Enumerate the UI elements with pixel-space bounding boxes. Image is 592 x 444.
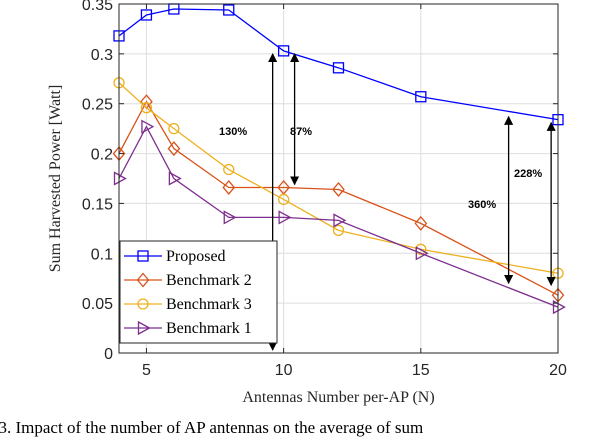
data-point-benchmark-3 — [277, 193, 290, 206]
data-point-proposed — [223, 4, 235, 16]
data-point-proposed — [332, 62, 345, 74]
data-point-benchmark-2 — [414, 215, 428, 231]
annotation-label: 360% — [468, 199, 496, 211]
data-point-benchmark-1 — [223, 210, 237, 225]
series-line-proposed — [118, 8, 559, 121]
data-point-benchmark-1 — [141, 119, 155, 134]
annotation-label: 130% — [219, 126, 247, 138]
legend-label-benchmark-2: Benchmark 2 — [166, 272, 252, 289]
data-point-benchmark-2 — [332, 181, 345, 197]
data-point-benchmark-3 — [140, 102, 153, 114]
y-tick-label: 0.2 — [91, 147, 113, 164]
legend-marker-benchmark-2 — [136, 272, 150, 288]
ticks: 5 10 15 20 0 0.05 0.1 0.15 0.2 0.25 0.3 0.35 — [82, 0, 567, 379]
y-tick-label: 0 — [104, 346, 113, 363]
x-tick-label: 5 — [142, 362, 151, 379]
legend-marker-benchmark-1 — [137, 320, 151, 336]
legend-label-benchmark-1: Benchmark 1 — [166, 320, 252, 337]
x-axis-label: Antennas Number per-AP (N) — [242, 389, 434, 406]
annotation-label: 228% — [514, 168, 542, 180]
data-point-benchmark-2 — [222, 179, 236, 195]
series-proposed — [113, 3, 564, 126]
x-tick-label: 15 — [412, 362, 430, 379]
data-point-benchmark-1 — [168, 171, 182, 186]
annotations: 130% 87% 360% 228% — [219, 52, 556, 351]
series-benchmark-1 — [113, 119, 566, 315]
series-benchmark-3 — [113, 77, 564, 279]
data-point-benchmark-2 — [167, 141, 181, 157]
annotation-label: 87% — [290, 126, 312, 138]
series-line-benchmark-1 — [118, 125, 559, 308]
y-tick-label: 0.1 — [91, 246, 113, 263]
figure-caption: . 3. Impact of the number of AP antennas… — [0, 418, 424, 437]
data-point-benchmark-1 — [333, 213, 347, 228]
y-tick-label: 0.05 — [82, 296, 113, 313]
legend-label-proposed: Proposed — [166, 248, 226, 265]
legend-marker-benchmark-3 — [137, 298, 149, 310]
data-point-benchmark-1 — [552, 300, 566, 315]
x-tick-label: 10 — [275, 362, 293, 379]
data-point-benchmark-1 — [415, 246, 429, 261]
legend-marker-proposed — [137, 250, 149, 262]
legend: Proposed Benchmark 2 Benchmark 3 Benchmark … — [119, 240, 278, 344]
chart: 130% 87% 360% 228% 5 10 15 20 0 0.05 0.1 0.15 0.2 0.… — [47, 0, 567, 406]
data-point-benchmark-1 — [113, 171, 127, 186]
x-tick-label: 20 — [549, 362, 567, 379]
legend-label-benchmark-3: Benchmark 3 — [166, 296, 252, 313]
plot-frame — [118, 3, 559, 354]
data-point-proposed — [140, 9, 153, 21]
data-point-benchmark-3 — [332, 224, 345, 237]
y-tick-label: 0.25 — [82, 97, 113, 114]
y-tick-label: 0.35 — [82, 0, 113, 14]
data-point-benchmark-1 — [278, 210, 292, 225]
data-point-benchmark-3 — [223, 163, 235, 176]
y-tick-label: 0.15 — [82, 196, 113, 213]
series-line-benchmark-3 — [118, 82, 559, 274]
series-layer — [112, 3, 566, 315]
y-tick-label: 0.3 — [91, 47, 113, 64]
y-axis-label: Sum Harvested Power [Watt] — [47, 85, 64, 273]
data-point-proposed — [415, 91, 427, 103]
data-point-benchmark-3 — [168, 122, 180, 135]
data-point-proposed — [277, 45, 290, 57]
